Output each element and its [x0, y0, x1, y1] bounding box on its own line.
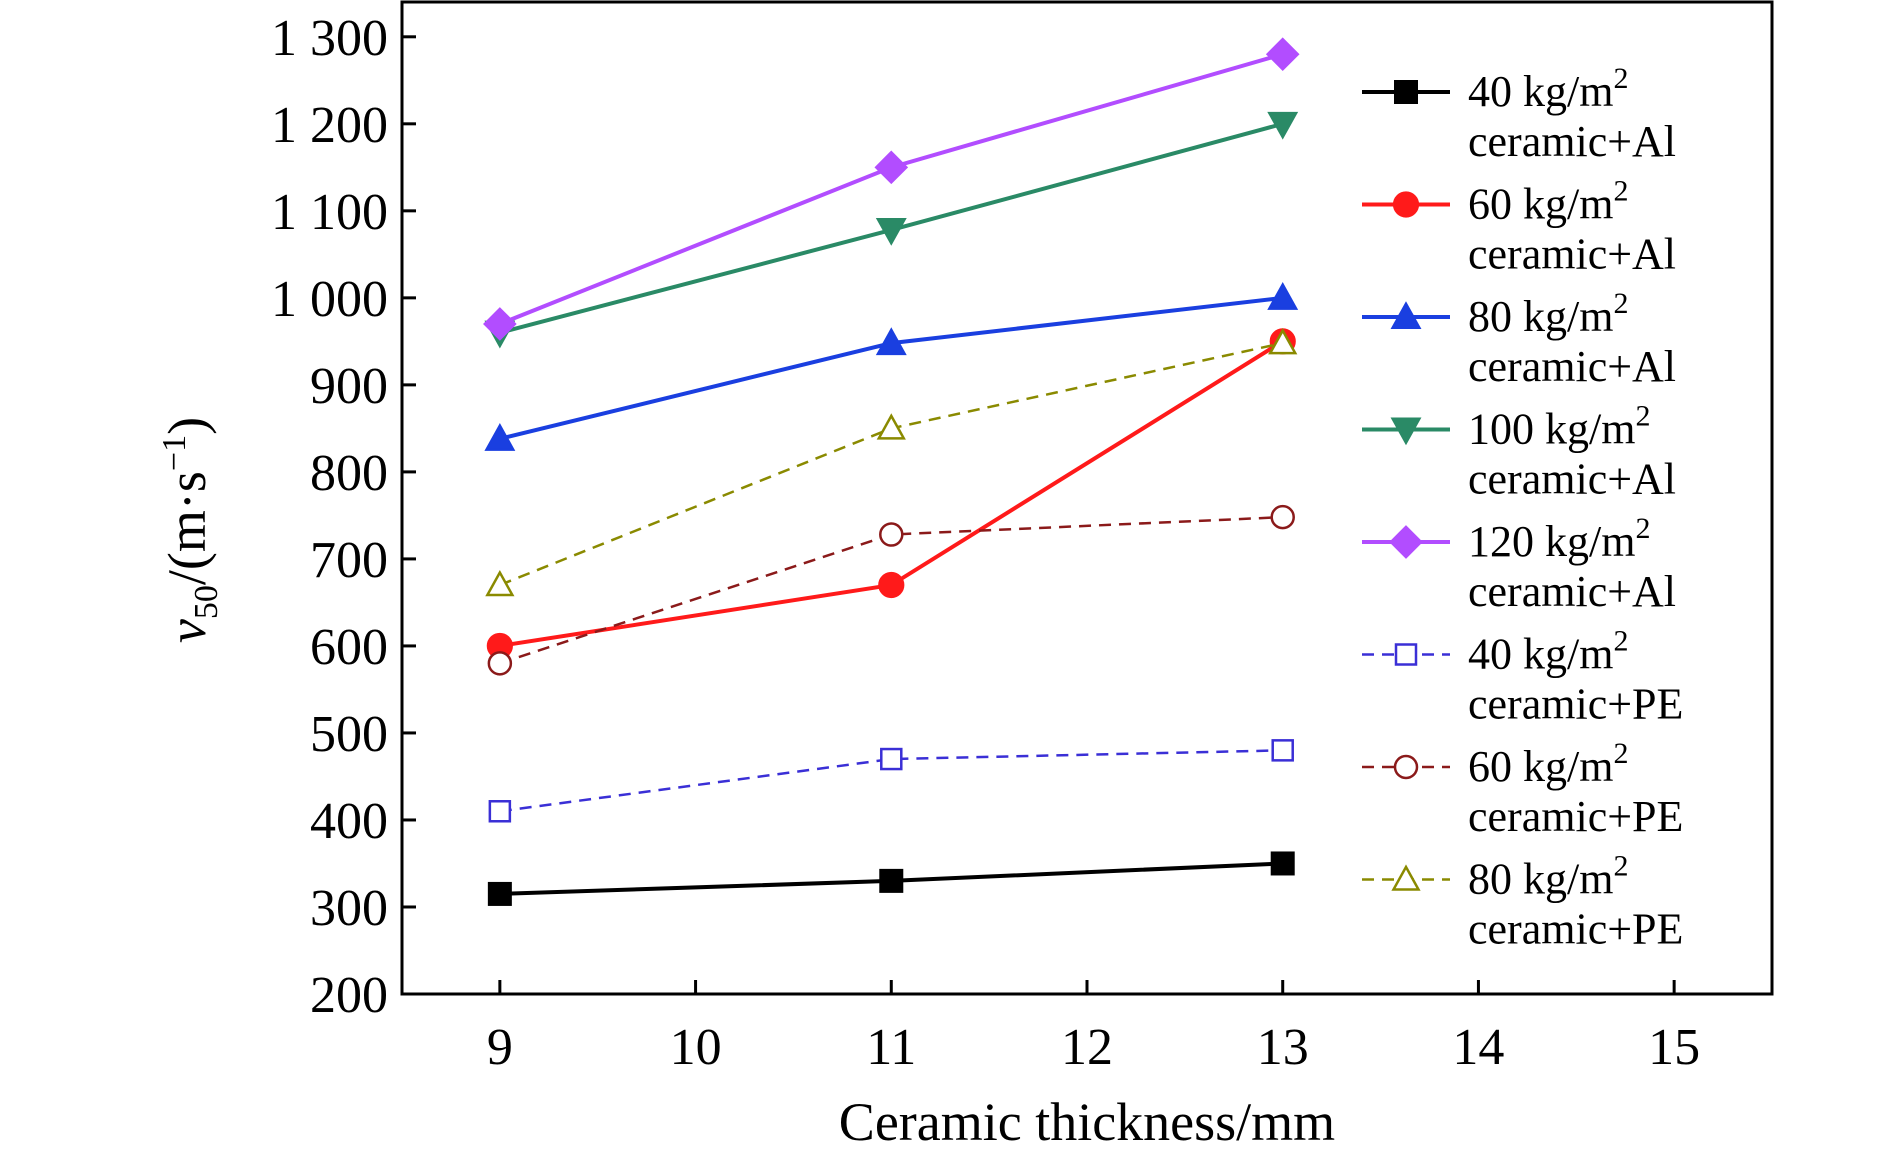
data-point [879, 868, 904, 893]
series-7 [487, 504, 1295, 676]
series-6 [488, 739, 1294, 823]
y-axis-label-sup: −1 [156, 435, 193, 471]
y-tick-label: 800 [310, 445, 388, 502]
x-tick-label: 13 [1257, 1019, 1309, 1076]
legend-label-line2: ceramic+Al [1468, 117, 1676, 166]
data-point [1270, 851, 1295, 876]
series-2 [486, 328, 1296, 660]
series-8 [485, 328, 1298, 597]
legend-swatch-marker [1394, 80, 1418, 104]
y-tick-label: 1 100 [271, 184, 388, 241]
series-3 [484, 282, 1299, 451]
legend-label-line1: 120 kg/m2 [1468, 512, 1650, 566]
data-point [1267, 282, 1299, 310]
y-axis: 200 300 400 500 600 700 800 900 1 000 1 100 1 200 1… [271, 10, 416, 1024]
legend-label-line2: ceramic+Al [1468, 230, 1676, 279]
legend-swatch-marker [1391, 864, 1421, 891]
legend-label-line1: 40 kg/m2 [1468, 62, 1628, 116]
data-point [876, 413, 906, 440]
legend-swatch-marker [1394, 643, 1418, 666]
data-point [484, 423, 516, 451]
legend-label-line1: 80 kg/m2 [1468, 850, 1628, 904]
legend-swatch-marker [1392, 191, 1420, 218]
legend-label-line2: ceramic+PE [1468, 905, 1683, 954]
legend-swatch-marker [1389, 525, 1423, 559]
x-tick-label: 9 [487, 1019, 513, 1076]
data-point [1268, 328, 1298, 355]
x-axis-label: Ceramic thickness/mm [839, 1092, 1335, 1152]
legend-label-line1: 80 kg/m2 [1468, 287, 1628, 341]
y-tick-label: 600 [310, 619, 388, 676]
series-line [499, 749, 1283, 813]
data-point [875, 327, 907, 356]
data-point [880, 747, 903, 771]
y-tick-label: 900 [310, 358, 388, 415]
y-tick-label: 1 000 [271, 271, 388, 328]
data-point [485, 569, 515, 597]
data-point [487, 651, 513, 676]
data-point [875, 217, 907, 246]
data-point [488, 800, 512, 823]
data-point [1270, 504, 1295, 530]
data-point [487, 881, 512, 906]
data-point [1265, 37, 1300, 72]
data-point [1271, 739, 1294, 762]
legend-label-line2: ceramic+Al [1468, 567, 1676, 616]
y-tick-label: 1 200 [271, 97, 388, 154]
y-tick-label: 500 [310, 706, 388, 763]
data-point [483, 307, 517, 341]
y-axis-label-base: v [157, 619, 217, 643]
data-point [878, 571, 905, 599]
legend-label-line1: 60 kg/m2 [1468, 175, 1628, 229]
legend-label-line2: ceramic+Al [1468, 342, 1676, 391]
y-tick-label: 700 [310, 532, 388, 589]
y-tick-label: 400 [310, 793, 388, 850]
x-tick-label: 10 [670, 1019, 722, 1076]
y-axis-label: v50/(m·s−1) [156, 417, 225, 643]
x-tick-label: 15 [1648, 1019, 1700, 1076]
x-axis: 9 10 11 12 13 14 15 [487, 980, 1700, 1076]
series-line [499, 341, 1283, 587]
series-line [499, 339, 1284, 648]
legend-label-line2: ceramic+Al [1468, 455, 1676, 504]
legend-swatch-marker [1390, 417, 1422, 446]
x-tick-label: 12 [1061, 1019, 1113, 1076]
y-tick-label: 200 [310, 967, 388, 1024]
legend-label-line1: 40 kg/m2 [1468, 625, 1628, 679]
legend-label-line1: 100 kg/m2 [1468, 400, 1650, 454]
legend-swatch-marker [1393, 754, 1419, 780]
y-axis-label-unit-close: ) [157, 417, 217, 435]
legend-label-line2: ceramic+PE [1468, 680, 1683, 729]
series-line [499, 52, 1284, 326]
data-point [1267, 111, 1299, 140]
y-tick-label: 300 [310, 880, 388, 937]
legend-label-line1: 60 kg/m2 [1468, 737, 1628, 791]
x-tick-label: 14 [1452, 1019, 1504, 1076]
data-point [874, 150, 909, 185]
series-1 [487, 851, 1295, 906]
y-axis-label-sub: 50 [188, 585, 225, 619]
legend-label-line2: ceramic+PE [1468, 792, 1683, 841]
x-tick-label: 11 [866, 1019, 916, 1076]
y-tick-label: 1 300 [271, 10, 388, 67]
data-point [879, 522, 904, 547]
series-layer [483, 37, 1300, 906]
series-5 [483, 37, 1300, 341]
legend-swatch-marker [1390, 301, 1422, 329]
y-axis-label-unit-open: /(m·s [157, 471, 217, 585]
